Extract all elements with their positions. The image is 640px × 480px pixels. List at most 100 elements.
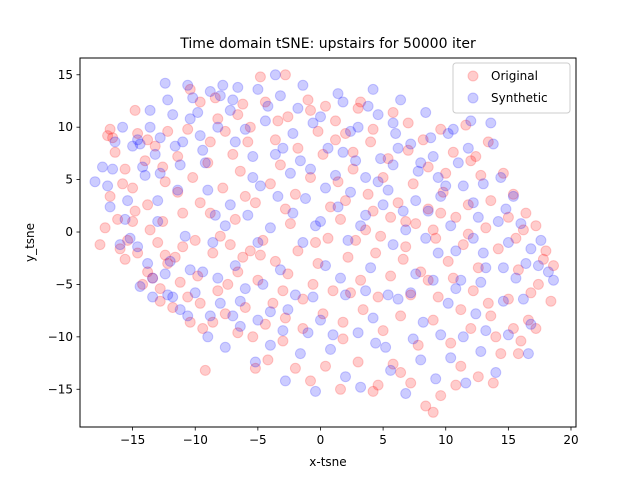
point-original-122 [284, 218, 296, 230]
point-synthetic-191 [372, 109, 384, 121]
point-original-134 [465, 323, 477, 334]
point-original-48 [420, 400, 432, 412]
point-original-71 [127, 182, 139, 194]
point-original-165 [517, 224, 529, 236]
point-synthetic-158 [422, 205, 434, 217]
point-original-105 [355, 274, 367, 286]
point-synthetic-122 [184, 264, 196, 276]
point-synthetic-20 [239, 123, 251, 135]
point-original-58 [262, 354, 274, 366]
x-tick-label: −15 [120, 433, 145, 447]
point-original-79 [249, 197, 261, 209]
point-synthetic-94 [184, 113, 196, 125]
point-synthetic-221 [350, 155, 362, 167]
point-synthetic-15 [202, 184, 214, 196]
point-original-64 [167, 302, 179, 313]
point-original-175 [330, 134, 341, 146]
point-original-112 [252, 274, 264, 286]
point-original-150 [137, 278, 149, 290]
point-original-57 [277, 335, 289, 347]
point-synthetic-117 [199, 157, 211, 169]
point-original-126 [385, 211, 397, 223]
point-synthetic-187 [259, 115, 271, 127]
point-original-147 [219, 308, 231, 320]
point-original-197 [350, 234, 362, 246]
point-synthetic-161 [492, 216, 504, 227]
point-synthetic-213 [212, 272, 224, 284]
point-original-99 [442, 255, 454, 267]
point-original-118 [162, 258, 174, 269]
point-synthetic-32 [330, 169, 341, 181]
point-synthetic-0 [89, 176, 101, 188]
point-synthetic-43 [412, 165, 424, 177]
point-original-78 [234, 165, 246, 177]
point-synthetic-174 [252, 314, 264, 326]
point-synthetic-7 [144, 121, 156, 133]
point-original-106 [342, 251, 354, 263]
point-original-210 [277, 285, 289, 297]
point-original-60 [232, 327, 244, 339]
point-original-46 [455, 360, 467, 372]
point-synthetic-83 [174, 304, 186, 316]
point-synthetic-111 [337, 146, 349, 158]
point-original-36 [530, 220, 542, 232]
point-synthetic-205 [405, 287, 417, 299]
point-synthetic-85 [147, 291, 159, 303]
point-original-7 [172, 151, 184, 162]
point-original-208 [345, 287, 356, 299]
point-original-73 [157, 216, 169, 227]
points-layer [89, 69, 559, 418]
x-tick-label: −10 [183, 433, 208, 447]
point-original-181 [204, 136, 216, 148]
point-synthetic-201 [497, 262, 509, 274]
point-synthetic-131 [387, 239, 399, 251]
point-original-54 [320, 360, 331, 372]
point-original-102 [400, 241, 412, 253]
point-original-28 [435, 123, 447, 135]
point-original-121 [257, 234, 269, 246]
point-synthetic-222 [372, 176, 384, 188]
point-synthetic-129 [342, 234, 354, 246]
point-synthetic-206 [382, 289, 394, 301]
point-original-160 [515, 335, 527, 347]
point-original-206 [405, 289, 417, 301]
x-tick-label: 5 [379, 433, 387, 447]
point-synthetic-230 [182, 79, 194, 91]
point-original-26 [402, 117, 414, 129]
point-synthetic-220 [305, 163, 316, 175]
point-original-207 [372, 291, 384, 303]
point-synthetic-182 [144, 104, 156, 116]
point-original-184 [139, 155, 151, 167]
point-synthetic-142 [340, 289, 351, 301]
point-synthetic-2 [104, 201, 116, 213]
point-original-229 [302, 94, 314, 106]
point-original-225 [367, 205, 379, 217]
point-synthetic-202 [475, 276, 487, 288]
point-original-128 [435, 207, 447, 219]
point-original-100 [430, 232, 442, 244]
point-synthetic-24 [269, 69, 281, 81]
point-synthetic-45 [427, 151, 439, 162]
point-synthetic-103 [420, 107, 432, 118]
point-original-2 [109, 146, 121, 158]
point-synthetic-148 [197, 266, 209, 278]
point-original-157 [450, 379, 462, 391]
point-original-138 [395, 310, 407, 322]
point-synthetic-197 [515, 218, 527, 230]
point-synthetic-95 [204, 86, 216, 97]
point-original-124 [335, 213, 346, 225]
point-original-63 [182, 291, 194, 303]
point-synthetic-150 [242, 209, 254, 221]
point-original-235 [107, 132, 119, 144]
point-synthetic-37 [367, 83, 379, 95]
point-original-70 [104, 190, 116, 202]
point-synthetic-110 [360, 172, 372, 183]
point-original-151 [199, 364, 211, 376]
point-original-216 [159, 249, 171, 261]
point-original-123 [310, 237, 321, 248]
point-synthetic-44 [420, 232, 432, 244]
point-synthetic-178 [162, 289, 174, 301]
point-synthetic-193 [425, 132, 437, 144]
point-original-145 [259, 318, 271, 330]
point-synthetic-162 [507, 190, 519, 202]
